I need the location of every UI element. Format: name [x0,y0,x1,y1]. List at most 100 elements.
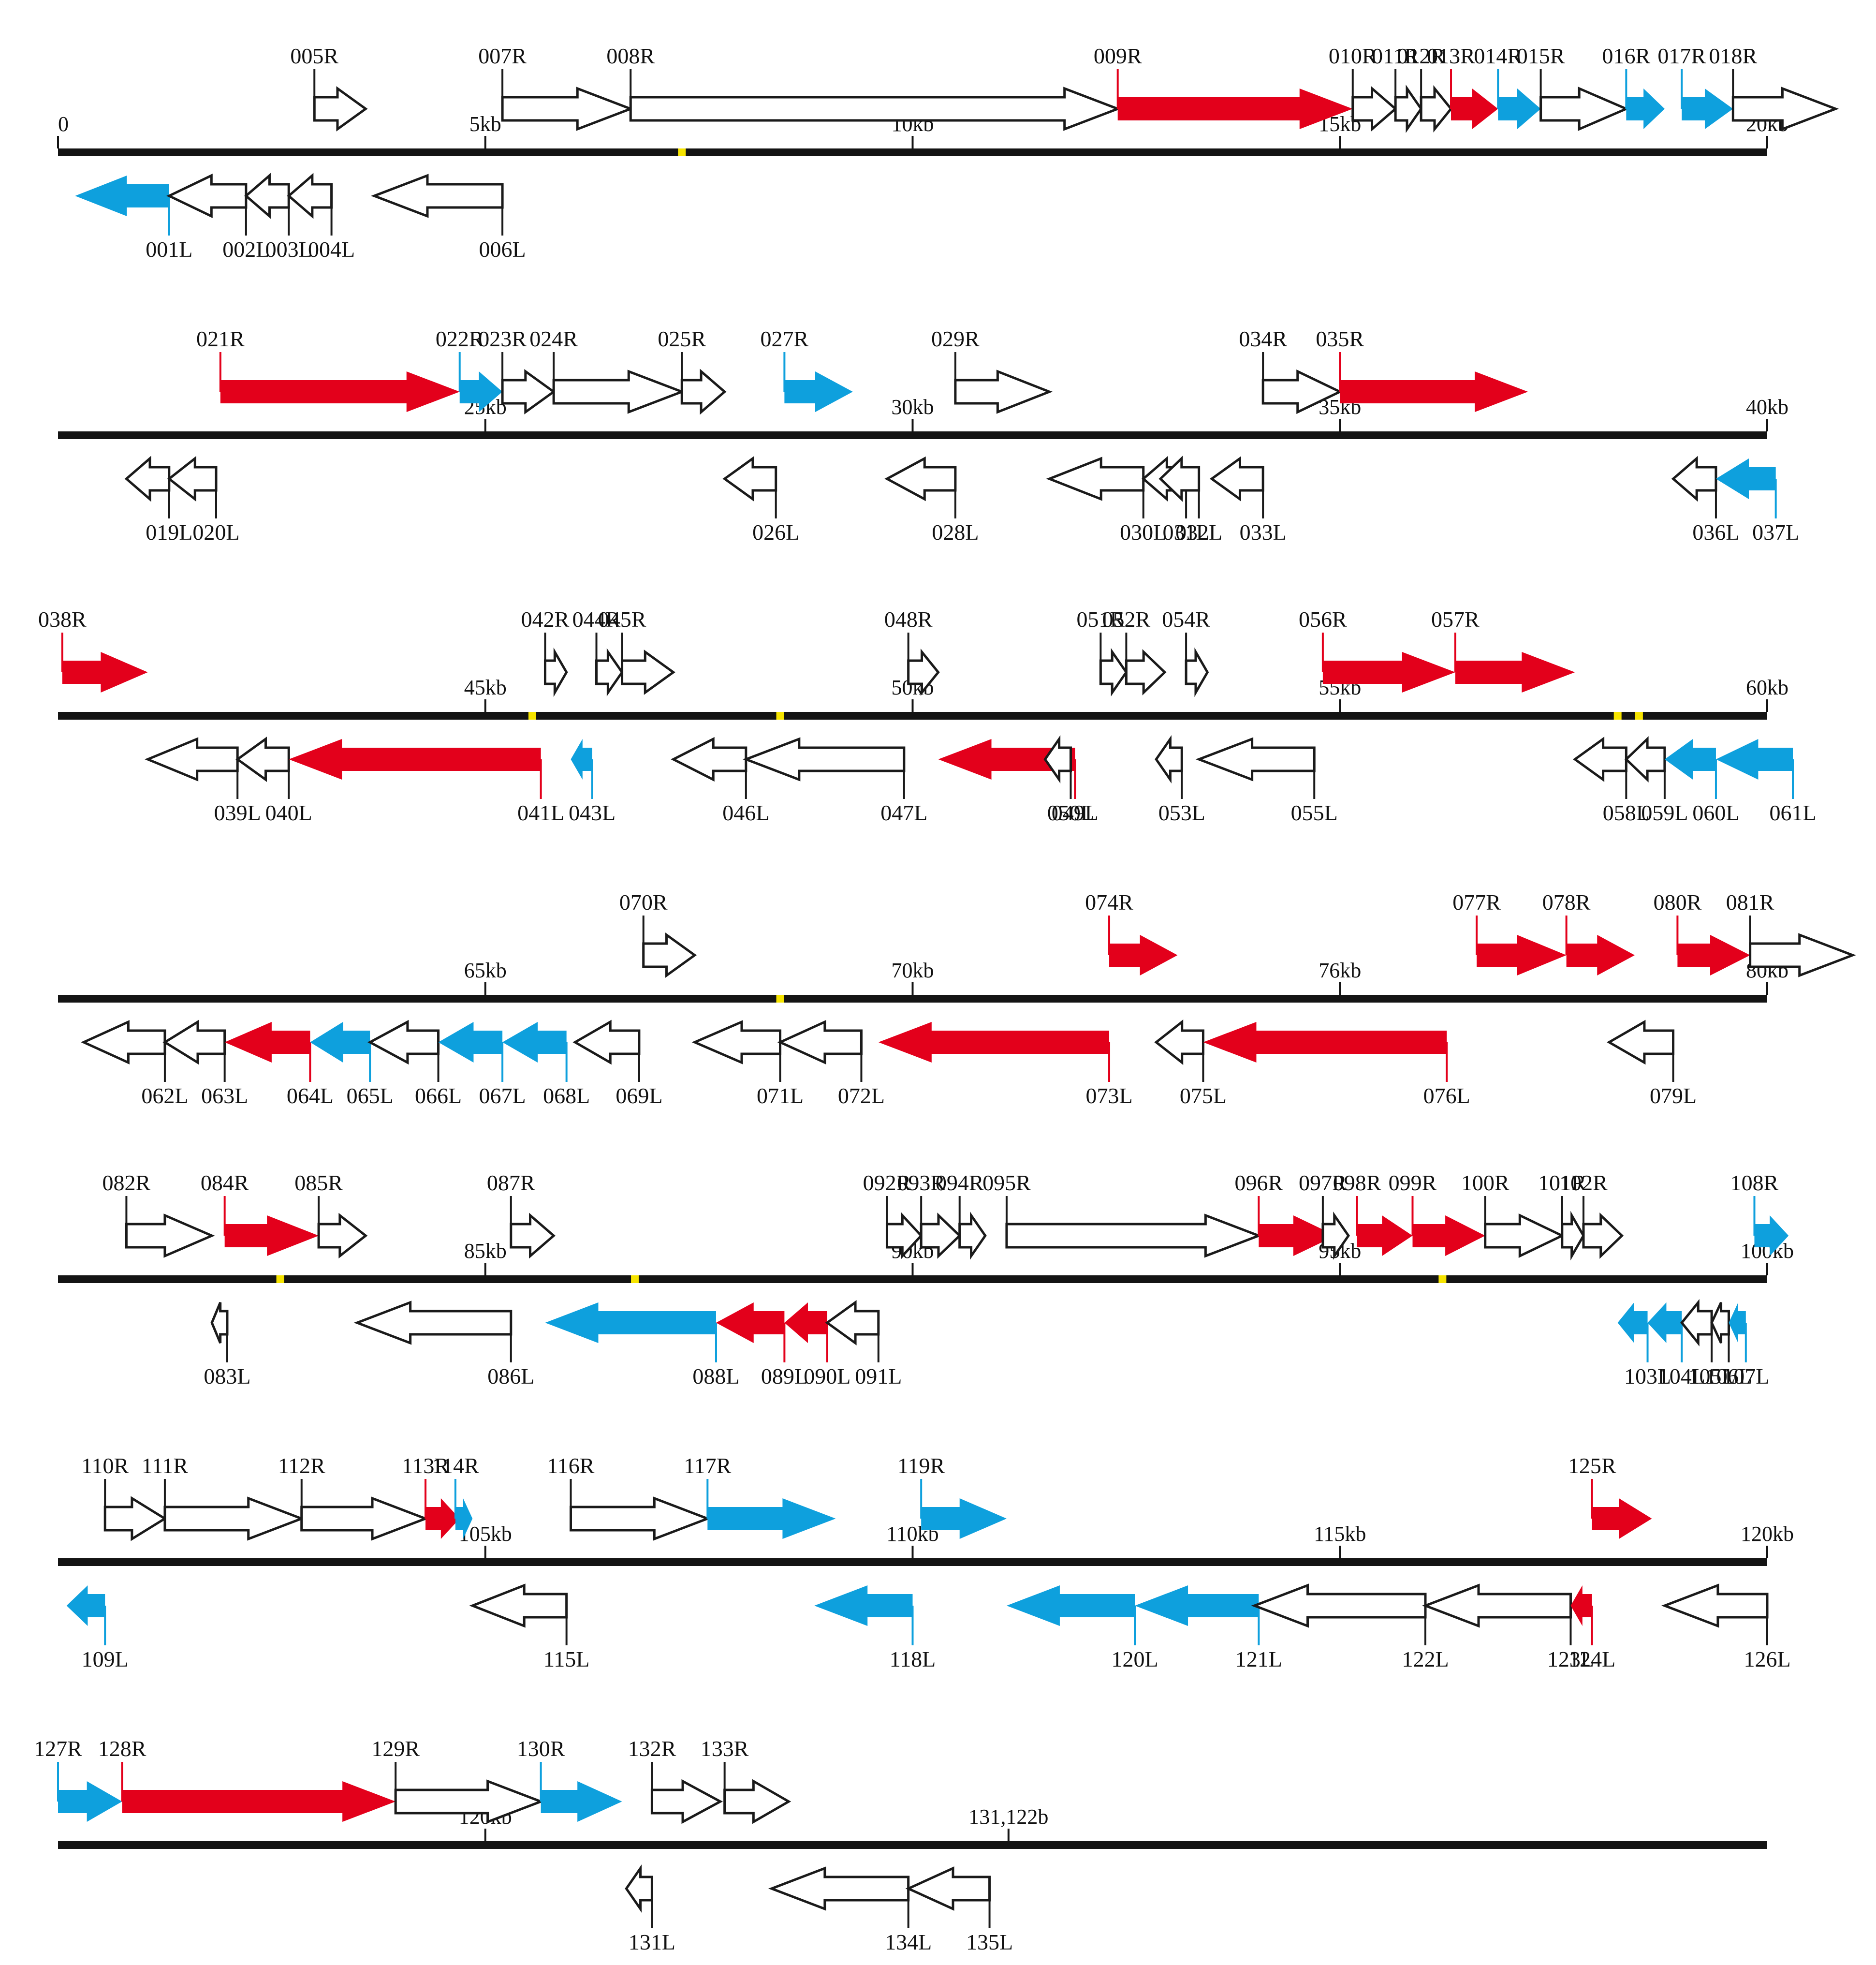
gene-label: 103L [1624,1364,1671,1389]
gene-label: 119R [897,1453,945,1478]
gene-label: 126L [1744,1647,1790,1671]
gene-label: 094R [936,1170,984,1195]
gene-arrow [224,1215,319,1256]
gene-label: 099R [1389,1170,1437,1195]
gene-arrow [1203,1022,1447,1063]
gene-label: 005R [290,44,338,68]
gene-arrow [103,1496,167,1541]
gene-label: 058L [1603,800,1650,825]
gene-arrow [1661,1583,1769,1628]
gene-arrow [1420,85,1453,133]
gene-arrow [954,369,1053,414]
gene-label: 118L [890,1647,936,1671]
gene-label: 018R [1709,44,1757,68]
gene-label: 010R [1329,44,1377,68]
gene-arrow [629,87,1121,131]
gene-label: 029R [931,326,980,351]
gene-arrow [777,1020,863,1064]
gene-label: 124L [1568,1647,1615,1671]
backbone-marker [776,995,784,1003]
gene-arrow [722,456,777,502]
gene-label: 039L [214,800,261,825]
gene-label: 132R [628,1736,676,1761]
scale-label: 85kb [464,1239,507,1263]
gene-arrow [1677,935,1750,975]
gene-arrow [671,737,747,782]
gene-label: 090L [804,1364,850,1389]
gene-label: 130R [517,1736,565,1761]
gene-label: 007R [478,44,527,68]
scale-label: 0 [58,112,69,136]
gene-label: 044R [572,607,621,632]
gene-label: 109L [82,1647,129,1671]
gene-arrow [1710,1301,1730,1344]
gene-arrow [438,1022,503,1063]
gene-label: 025R [658,326,706,351]
scale-label: 76kb [1319,959,1361,982]
gene-arrow [825,1300,880,1345]
gene-label: 042R [521,607,570,632]
gene-arrow [884,456,957,502]
gene-arrow [1357,1215,1413,1256]
gene-label: 093R [897,1170,945,1195]
gene-label: 023R [478,326,527,351]
backbone-marker [276,1275,284,1283]
gene-arrow [723,1779,791,1824]
gene-arrow [1109,935,1178,975]
gene-label: 108R [1730,1170,1779,1195]
gene-arrow [814,1585,913,1626]
gene-label: 032L [1175,520,1222,545]
gene-arrow [595,648,624,696]
gene-arrow [1680,1299,1713,1347]
gene-arrow [289,739,541,780]
gene-arrow [1754,1215,1789,1256]
gene-arrow [691,1020,782,1064]
gene-arrow [1715,739,1793,780]
gene-arrow [958,1212,987,1260]
gene-arrow [1455,652,1575,693]
gene-arrow [784,371,853,412]
scale-label: 40kb [1746,395,1788,419]
gene-label: 024R [529,326,578,351]
gene-arrow [1573,737,1627,782]
scale-label: 120kb [1741,1522,1794,1546]
gene-label: 017R [1657,44,1706,68]
gene-arrow [1582,1212,1624,1259]
gene-label: 049L [1052,800,1099,825]
gene-label: 131L [629,1930,675,1954]
gene-label: 088L [692,1364,739,1389]
gene-arrow [1664,739,1716,780]
gene-label: 083L [204,1364,250,1389]
gene-arrow [1729,1302,1746,1343]
gene-arrow [1046,457,1145,501]
gene-label: 061L [1769,800,1816,825]
gene-label: 134L [885,1930,932,1954]
gene-label: 067L [479,1083,526,1108]
gene-arrow [1682,89,1733,129]
gene-arrow [287,173,333,219]
gene-label: 065L [347,1083,394,1108]
gene-label: 071L [757,1083,804,1108]
gene-label: 102R [1559,1170,1608,1195]
gene-arrow [1566,935,1635,975]
gene-arrow [1154,1019,1204,1065]
scale-label: 5kb [469,112,501,136]
gene-label: 041L [517,800,564,825]
gene-arrow [716,1302,785,1343]
gene-arrow [1006,1585,1135,1626]
gene-label: 096R [1234,1170,1283,1195]
gene-label: 001L [146,237,192,262]
gene-arrow [1043,735,1072,783]
gene-arrow [125,1213,215,1258]
gene-arrow [1626,89,1665,129]
backbone-marker [528,712,536,720]
gene-label: 053L [1158,800,1205,825]
gene-arrow [1498,89,1541,129]
gene-label: 075L [1180,1083,1227,1108]
gene-label: 021R [196,326,245,351]
gene-label: 045R [598,607,646,632]
